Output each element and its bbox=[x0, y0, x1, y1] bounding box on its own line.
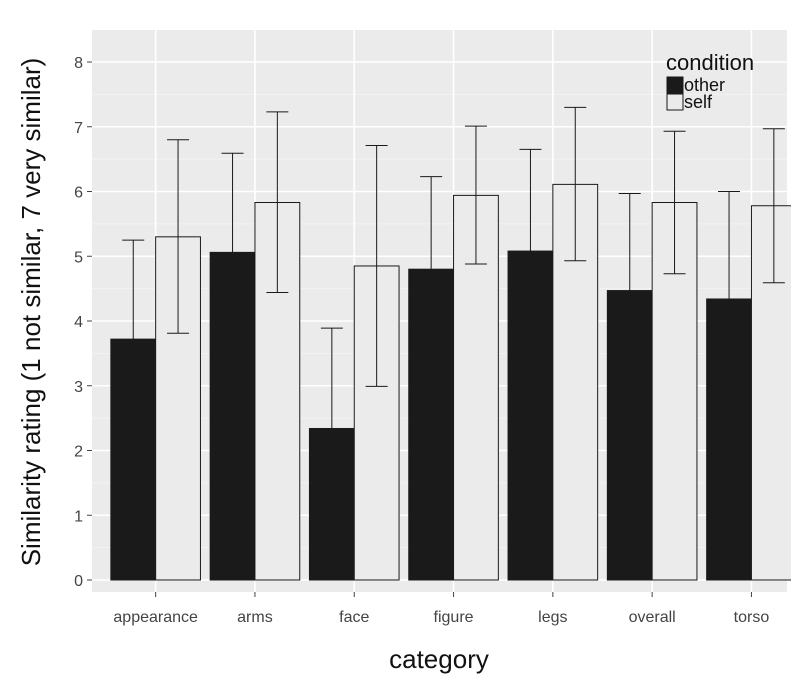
error-bars bbox=[122, 106, 785, 530]
y-tick-label: 0 bbox=[74, 573, 83, 590]
y-axis-ticks: 0 1 2 3 4 5 6 7 8 bbox=[74, 55, 92, 590]
x-tick-label: torso bbox=[734, 609, 770, 626]
y-tick-label: 8 bbox=[74, 55, 83, 72]
legend-key-self bbox=[666, 93, 684, 111]
legend-label-other: other bbox=[684, 75, 725, 95]
x-tick-label: overall bbox=[629, 609, 676, 626]
x-axis-title: category bbox=[389, 644, 489, 674]
x-tick-label: appearance bbox=[113, 609, 198, 626]
x-tick-label: arms bbox=[237, 609, 273, 626]
legend-title: condition bbox=[666, 50, 754, 75]
y-tick-label: 7 bbox=[74, 120, 83, 137]
y-tick-label: 1 bbox=[74, 508, 83, 525]
y-axis-title: Similarity rating (1 not similar, 7 very… bbox=[16, 58, 46, 567]
y-tick-label: 3 bbox=[74, 379, 83, 396]
x-tick-label: figure bbox=[434, 609, 474, 626]
x-tick-label: legs bbox=[538, 609, 567, 626]
y-tick-label: 4 bbox=[74, 314, 83, 331]
x-axis-ticks: appearance arms face figure legs overall torso bbox=[113, 592, 769, 626]
bars bbox=[110, 183, 791, 581]
y-tick-label: 6 bbox=[74, 185, 83, 202]
y-tick-label: 2 bbox=[74, 444, 83, 461]
bar-self bbox=[750, 205, 791, 581]
legend: condition other self bbox=[666, 50, 754, 112]
legend-key-other bbox=[666, 76, 684, 94]
y-tick-label: 5 bbox=[74, 249, 83, 266]
x-tick-label: face bbox=[339, 609, 369, 626]
legend-label-self: self bbox=[684, 92, 713, 112]
